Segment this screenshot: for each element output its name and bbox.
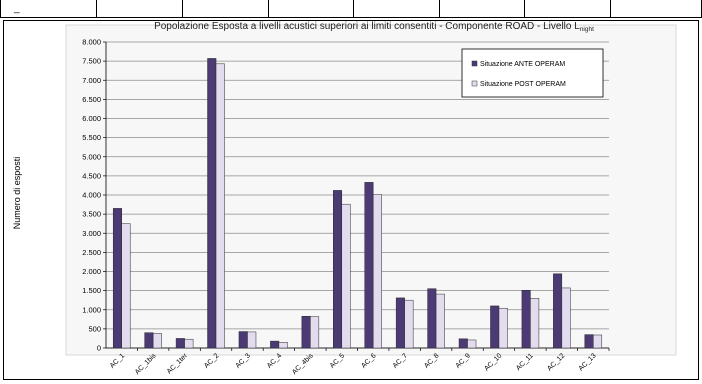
- bar-ante-ac-3: [238, 331, 248, 349]
- chart-frame: Popolazione Esposta a livelli acustici s…: [3, 20, 699, 380]
- y-tick-label: 7.000: [82, 76, 101, 85]
- bar-ante-ac-13: [584, 334, 594, 349]
- bar-ante-ac-12: [553, 273, 563, 349]
- header-fragment: _: [13, 3, 20, 14]
- bar-ante-ac-5: [333, 190, 343, 349]
- y-tick-label: 0: [97, 344, 101, 353]
- bar-ante-ac-7: [395, 297, 405, 349]
- bar-post-ac-5: [341, 203, 351, 349]
- bar-ante-ac-1: [112, 208, 122, 349]
- y-tick-label: 5.000: [82, 152, 101, 161]
- bars: [112, 58, 603, 349]
- bar-ante-ac-1bis: [144, 332, 154, 349]
- legend-swatch-ante: [471, 60, 478, 67]
- y-tick-label: 5.500: [82, 133, 101, 142]
- y-tick-label: 1.000: [82, 305, 101, 314]
- y-tick-label: 3.500: [82, 210, 101, 219]
- x-tick-label: AC_1bis: [134, 352, 158, 376]
- bar-chart: Popolazione Esposta a livelli acustici s…: [12, 21, 677, 376]
- bar-post-ac-7: [404, 299, 414, 349]
- y-tick-label: 2.000: [82, 267, 101, 276]
- legend-box: [461, 48, 604, 98]
- bar-ante-ac-10: [490, 305, 500, 349]
- bar-ante-ac-8: [427, 288, 437, 349]
- bar-post-ac-4: [278, 342, 288, 349]
- y-tick-label: 2.500: [82, 248, 101, 257]
- bar-post-ac-9: [467, 339, 477, 349]
- legend-label-ante: Situazione ANTE OPERAM: [480, 61, 565, 68]
- bar-post-ac-1: [121, 223, 131, 349]
- bar-ante-ac-6: [364, 182, 374, 349]
- bar-post-ac-1bis: [152, 333, 162, 349]
- y-tick-label: 1.500: [82, 286, 101, 295]
- bar-ante-ac-1ter: [175, 338, 185, 349]
- legend: Situazione ANTE OPERAM Situazione POST O…: [461, 48, 604, 98]
- table-header-border: _: [0, 0, 702, 18]
- x-tick-label: AC_4bis: [291, 352, 315, 376]
- legend-swatch-post: [471, 80, 478, 87]
- y-tick-label: 7.500: [82, 57, 101, 66]
- bar-post-ac-3: [247, 331, 257, 349]
- y-tick-label: 500: [88, 324, 101, 333]
- bar-post-ac-13: [593, 334, 603, 349]
- bar-post-ac-11: [530, 298, 540, 349]
- bar-ante-ac-4bis: [301, 316, 311, 349]
- bar-post-ac-8: [435, 293, 445, 349]
- legend-label-post: Situazione POST OPERAM: [480, 81, 566, 88]
- y-tick-label: 4.500: [82, 171, 101, 180]
- bar-post-ac-10: [498, 307, 508, 349]
- bar-ante-ac-11: [521, 289, 531, 349]
- bar-ante-ac-4: [270, 340, 280, 349]
- y-tick-label: 6.000: [82, 114, 101, 123]
- y-tick-label: 6.500: [82, 95, 101, 104]
- bar-post-ac-4bis: [310, 316, 320, 349]
- bar-ante-ac-2: [207, 58, 217, 349]
- y-tick-label: 8.000: [82, 38, 101, 47]
- bar-post-ac-2: [215, 63, 225, 349]
- bar-post-ac-1ter: [184, 338, 194, 349]
- bar-ante-ac-9: [458, 338, 468, 349]
- x-tick-label: AC_1ter: [166, 352, 190, 376]
- chart-title: Popolazione Esposta a livelli acustici s…: [154, 21, 594, 33]
- bar-post-ac-12: [561, 287, 571, 349]
- bar-post-ac-6: [372, 194, 382, 349]
- y-tick-label: 4.000: [82, 191, 101, 200]
- y-axis-label: Numero di esposti: [12, 157, 22, 230]
- y-tick-label: 3.000: [82, 229, 101, 238]
